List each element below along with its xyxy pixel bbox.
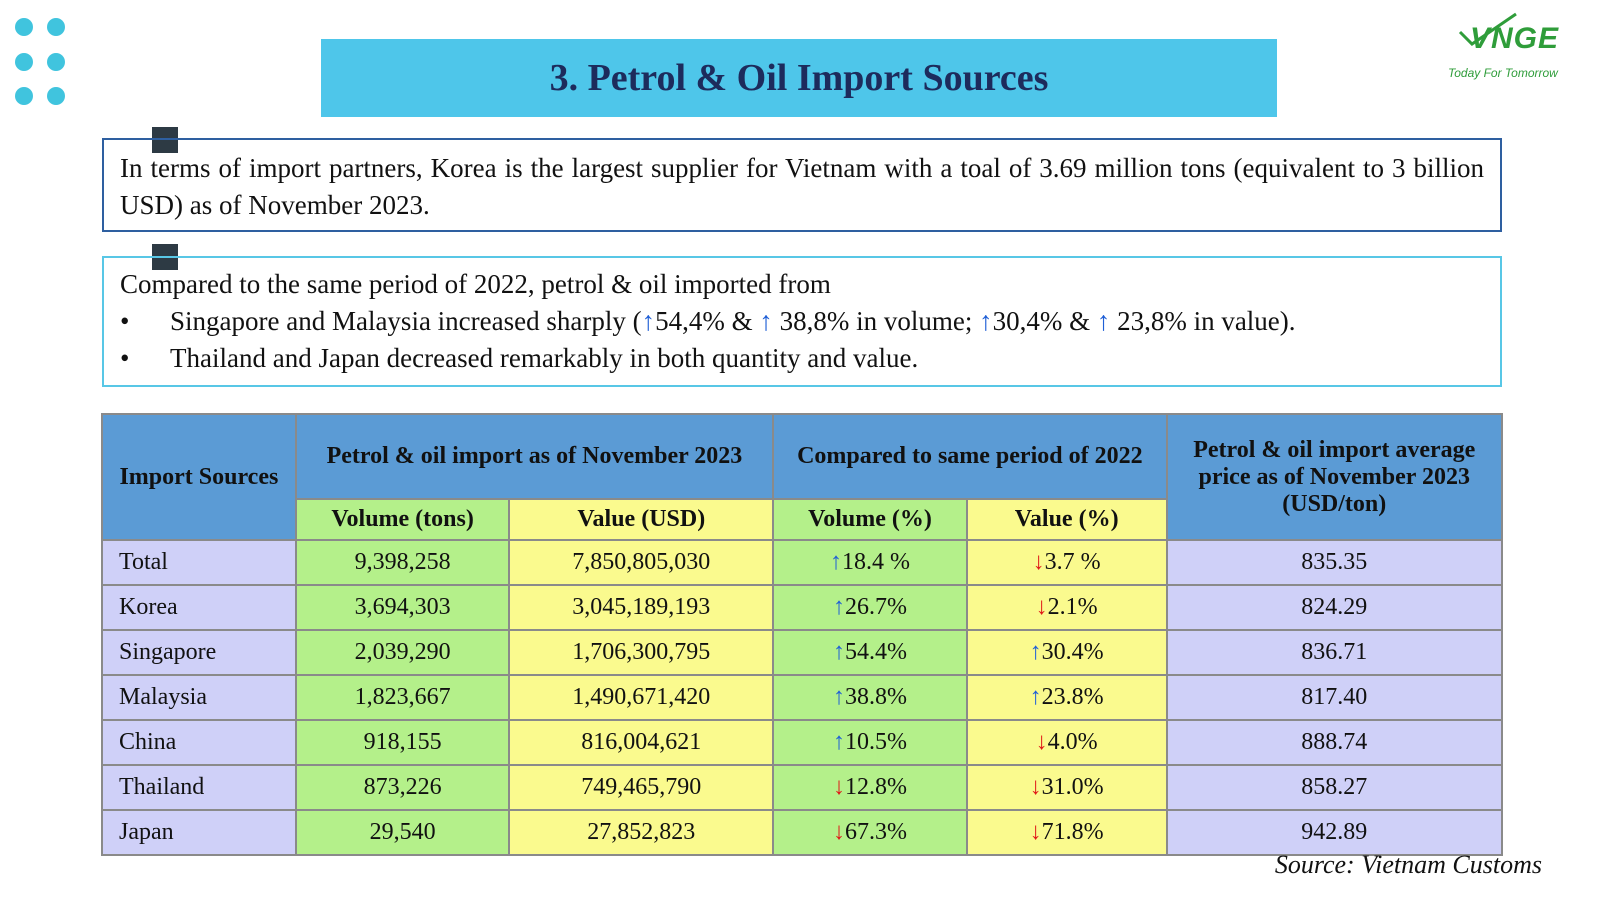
- cell-value-pct: ↓2.1%: [965, 584, 1168, 631]
- bullet-text: Thailand and Japan decreased remarkably …: [170, 343, 919, 373]
- summary-box: In terms of import partners, Korea is th…: [102, 138, 1502, 232]
- down-arrow-icon: ↓: [1029, 774, 1042, 800]
- up-arrow-icon: ↑: [832, 639, 845, 665]
- cell-value-pct: ↓3.7 %: [965, 539, 1168, 586]
- cell-volume: 2,039,290: [294, 629, 511, 676]
- cell-price: 835.35: [1165, 539, 1504, 586]
- up-arrow-icon: ↑: [1029, 639, 1042, 665]
- comparison-intro: Compared to the same period of 2022, pet…: [120, 269, 831, 299]
- summary-text: In terms of import partners, Korea is th…: [120, 153, 1484, 220]
- cell-source: Singapore: [101, 629, 297, 676]
- up-arrow-icon: ↑: [1029, 684, 1042, 710]
- table-row: Total 9,398,258 7,850,805,030 ↑18.4 % ↓3.7 %…: [101, 539, 1504, 586]
- cell-value-pct: ↑30.4%: [965, 629, 1168, 676]
- cell-source: Thailand: [101, 764, 297, 811]
- cell-value: 816,004,621: [508, 719, 775, 766]
- down-arrow-icon: ↓: [832, 774, 845, 800]
- up-arrow-icon: ↑: [832, 729, 845, 755]
- header-volume-pct: Volume (%): [772, 498, 968, 541]
- cell-value: 1,490,671,420: [508, 674, 775, 721]
- cell-price: 942.89: [1165, 809, 1504, 856]
- table-row: Japan 29,540 27,852,823 ↓67.3% ↓71.8% 942.89: [101, 809, 1504, 856]
- page-title: 3. Petrol & Oil Import Sources: [549, 57, 1049, 99]
- cell-value: 3,045,189,193: [508, 584, 775, 631]
- cell-volume: 9,398,258: [294, 539, 511, 586]
- cell-value: 1,706,300,795: [508, 629, 775, 676]
- cell-source: China: [101, 719, 297, 766]
- logo-check-icon: [1458, 12, 1517, 46]
- cell-price: 836.71: [1165, 629, 1504, 676]
- cell-source: Total: [101, 539, 297, 586]
- cell-price: 817.40: [1165, 674, 1504, 721]
- header-value-usd: Value (USD): [508, 498, 775, 541]
- logo-tagline: Today For Tomorrow: [1448, 66, 1558, 80]
- cell-volume: 29,540: [294, 809, 511, 856]
- comparison-box: Compared to the same period of 2022, pet…: [102, 256, 1502, 387]
- cell-price: 824.29: [1165, 584, 1504, 631]
- table-row: China 918,155 816,004,621 ↑10.5% ↓4.0% 888.74: [101, 719, 1504, 766]
- header-import-nov-2023: Petrol & oil import as of November 2023: [294, 413, 775, 500]
- source-note: Source: Vietnam Customs: [1274, 850, 1542, 879]
- up-arrow-icon: ↑: [759, 306, 773, 336]
- header-average-price: Petrol & oil import average price as of …: [1165, 413, 1504, 541]
- vnge-logo: VNGE Today For Tomorrow: [1440, 8, 1595, 88]
- cell-value-pct: ↑23.8%: [965, 674, 1168, 721]
- cell-value: 7,850,805,030: [508, 539, 775, 586]
- table-row: Singapore 2,039,290 1,706,300,795 ↑54.4% ↑30…: [101, 629, 1504, 676]
- cell-volume-pct: ↑54.4%: [772, 629, 968, 676]
- up-arrow-icon: ↑: [832, 594, 845, 620]
- cell-source: Malaysia: [101, 674, 297, 721]
- cell-volume: 873,226: [294, 764, 511, 811]
- down-arrow-icon: ↓: [1035, 729, 1048, 755]
- cell-value: 749,465,790: [508, 764, 775, 811]
- cell-source: Japan: [101, 809, 297, 856]
- cell-value-pct: ↓71.8%: [965, 809, 1168, 856]
- bullet-item: • Singapore and Malaysia increased sharp…: [120, 303, 1484, 340]
- table-row: Malaysia 1,823,667 1,490,671,420 ↑38.8% ↑23.…: [101, 674, 1504, 721]
- cell-volume-pct: ↑38.8%: [772, 674, 968, 721]
- header-value-pct: Value (%): [965, 498, 1168, 541]
- cell-volume: 3,694,303: [294, 584, 511, 631]
- import-table: Import Sources Petrol & oil import as of…: [101, 413, 1504, 856]
- cell-volume-pct: ↓12.8%: [772, 764, 968, 811]
- header-volume-tons: Volume (tons): [294, 498, 511, 541]
- bullet-item: • Thailand and Japan decreased remarkabl…: [120, 340, 1484, 377]
- cell-volume: 918,155: [294, 719, 511, 766]
- cell-value: 27,852,823: [508, 809, 775, 856]
- down-arrow-icon: ↓: [1029, 819, 1042, 845]
- up-arrow-icon: ↑: [979, 306, 993, 336]
- cell-price: 888.74: [1165, 719, 1504, 766]
- cell-volume-pct: ↓67.3%: [772, 809, 968, 856]
- up-arrow-icon: ↑: [829, 549, 842, 575]
- up-arrow-icon: ↑: [1096, 306, 1111, 336]
- bullet-icon: •: [120, 306, 130, 336]
- cell-value-pct: ↓31.0%: [965, 764, 1168, 811]
- down-arrow-icon: ↓: [1032, 549, 1045, 575]
- cell-source: Korea: [101, 584, 297, 631]
- down-arrow-icon: ↓: [1035, 594, 1048, 620]
- cell-volume-pct: ↑18.4 %: [772, 539, 968, 586]
- decorative-dots: [15, 18, 75, 108]
- cell-price: 858.27: [1165, 764, 1504, 811]
- header-import-sources: Import Sources: [101, 413, 297, 541]
- down-arrow-icon: ↓: [832, 819, 845, 845]
- bullet-text: Singapore and Malaysia increased sharply…: [170, 306, 1296, 336]
- up-arrow-icon: ↑: [641, 306, 656, 336]
- table-row: Thailand 873,226 749,465,790 ↓12.8% ↓31.0% 85…: [101, 764, 1504, 811]
- cell-volume-pct: ↑26.7%: [772, 584, 968, 631]
- box-marker: [152, 127, 178, 153]
- title-banner: 3. Petrol & Oil Import Sources: [321, 39, 1277, 117]
- header-compared-2022: Compared to same period of 2022: [772, 413, 1168, 500]
- logo-text: VNGE: [1470, 22, 1560, 55]
- cell-volume: 1,823,667: [294, 674, 511, 721]
- bullet-icon: •: [120, 343, 130, 373]
- cell-volume-pct: ↑10.5%: [772, 719, 968, 766]
- table-row: Korea 3,694,303 3,045,189,193 ↑26.7% ↓2.1% 82…: [101, 584, 1504, 631]
- cell-value-pct: ↓4.0%: [965, 719, 1168, 766]
- up-arrow-icon: ↑: [832, 684, 845, 710]
